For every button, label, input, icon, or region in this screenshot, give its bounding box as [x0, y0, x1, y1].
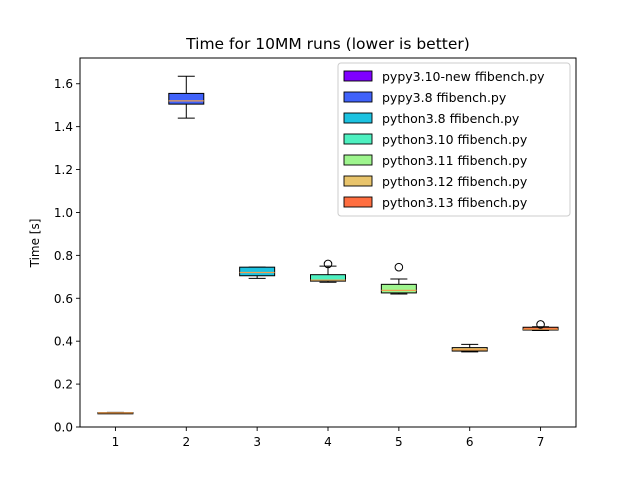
outlier-point	[536, 320, 545, 329]
legend-label: python3.12 ffibench.py	[382, 174, 528, 189]
legend-swatch	[343, 70, 373, 82]
x-tick-label: 4	[324, 435, 332, 449]
y-tick-label: 1.6	[54, 77, 73, 91]
outlier-point	[323, 259, 333, 269]
y-axis-label: Time [s]	[28, 219, 42, 269]
x-tick-label: 3	[253, 435, 261, 449]
legend: pypy3.10-new ffibench.py pypy3.8 ffibench…	[337, 62, 571, 217]
box	[380, 283, 417, 294]
legend-swatch	[343, 196, 373, 208]
legend-swatch	[343, 112, 373, 124]
y-tick-label: 1.0	[54, 206, 73, 220]
legend-label: pypy3.8 ffibench.py	[382, 90, 507, 105]
y-tick-label: 0.0	[54, 421, 73, 435]
x-tick-label: 2	[182, 435, 190, 449]
x-tick-label: 6	[466, 435, 474, 449]
y-tick-label: 1.4	[54, 120, 73, 134]
outlier-point	[394, 262, 404, 272]
legend-label: python3.11 ffibench.py	[382, 153, 528, 168]
y-tick-label: 0.2	[54, 378, 73, 392]
box	[168, 92, 205, 105]
box	[239, 266, 276, 277]
chart-title: Time for 10MM runs (lower is better)	[185, 35, 470, 53]
legend-swatch	[343, 91, 373, 103]
legend-label: python3.8 ffibench.py	[382, 111, 520, 126]
plot-frame	[79, 57, 577, 428]
x-tick-label: 7	[537, 435, 545, 449]
y-tick-label: 0.8	[54, 249, 73, 263]
legend-label: python3.10 ffibench.py	[382, 132, 528, 147]
legend-label: python3.13 ffibench.py	[382, 195, 528, 210]
y-tick-label: 1.2	[54, 163, 73, 177]
legend-swatch	[343, 154, 373, 166]
box	[310, 274, 346, 282]
legend-frame	[337, 62, 571, 217]
x-tick-label: 5	[395, 435, 403, 449]
plot-area: 0.0 0.2 0.4 0.6 0.8 1.0 1.2 1.4 1.6 1 2 3 4 5 6 7	[54, 75, 559, 449]
legend-swatch	[343, 133, 373, 145]
y-tick-label: 0.6	[54, 292, 73, 306]
y-tick-label: 0.4	[54, 335, 73, 349]
legend-label: pypy3.10-new ffibench.py	[382, 69, 545, 84]
legend-swatch	[343, 175, 373, 187]
x-tick-label: 1	[112, 435, 120, 449]
